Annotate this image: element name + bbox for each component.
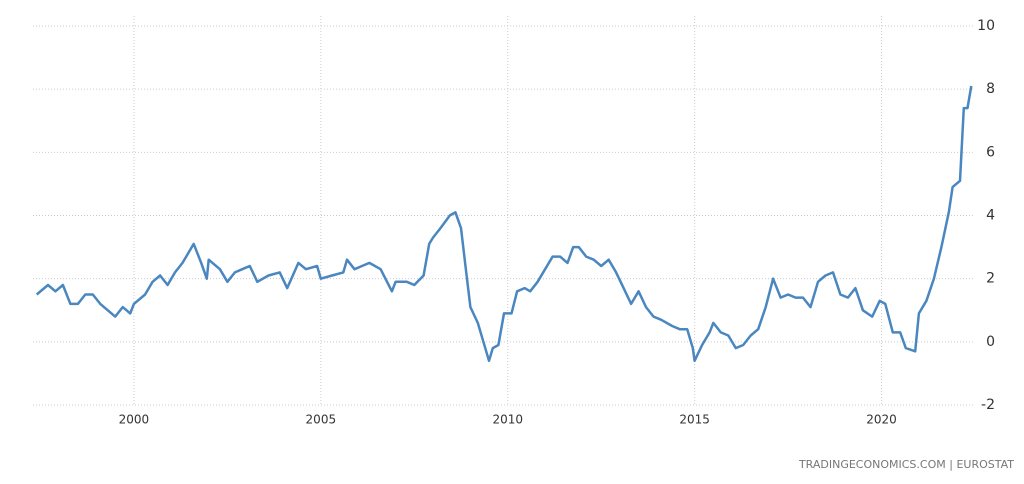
y-tick-label: 2 (986, 271, 995, 287)
x-tick-label: 2020 (866, 413, 897, 427)
x-tick-label: 2015 (679, 413, 710, 427)
y-tick-label: 10 (977, 18, 995, 34)
x-tick-label: 2010 (492, 413, 523, 427)
line (35, 85, 973, 363)
y-tick-label: 8 (986, 81, 995, 97)
x-tick-label: 2005 (306, 413, 337, 427)
y-tick-label: 6 (986, 144, 995, 160)
y-tick-label: -2 (981, 397, 995, 413)
y-tick-label: 0 (986, 334, 995, 350)
x-tick-label: 2000 (119, 413, 150, 427)
y-tick-label: 4 (986, 208, 995, 224)
source: TRADINGECONOMICS.COM | EUROSTAT (798, 458, 1014, 471)
